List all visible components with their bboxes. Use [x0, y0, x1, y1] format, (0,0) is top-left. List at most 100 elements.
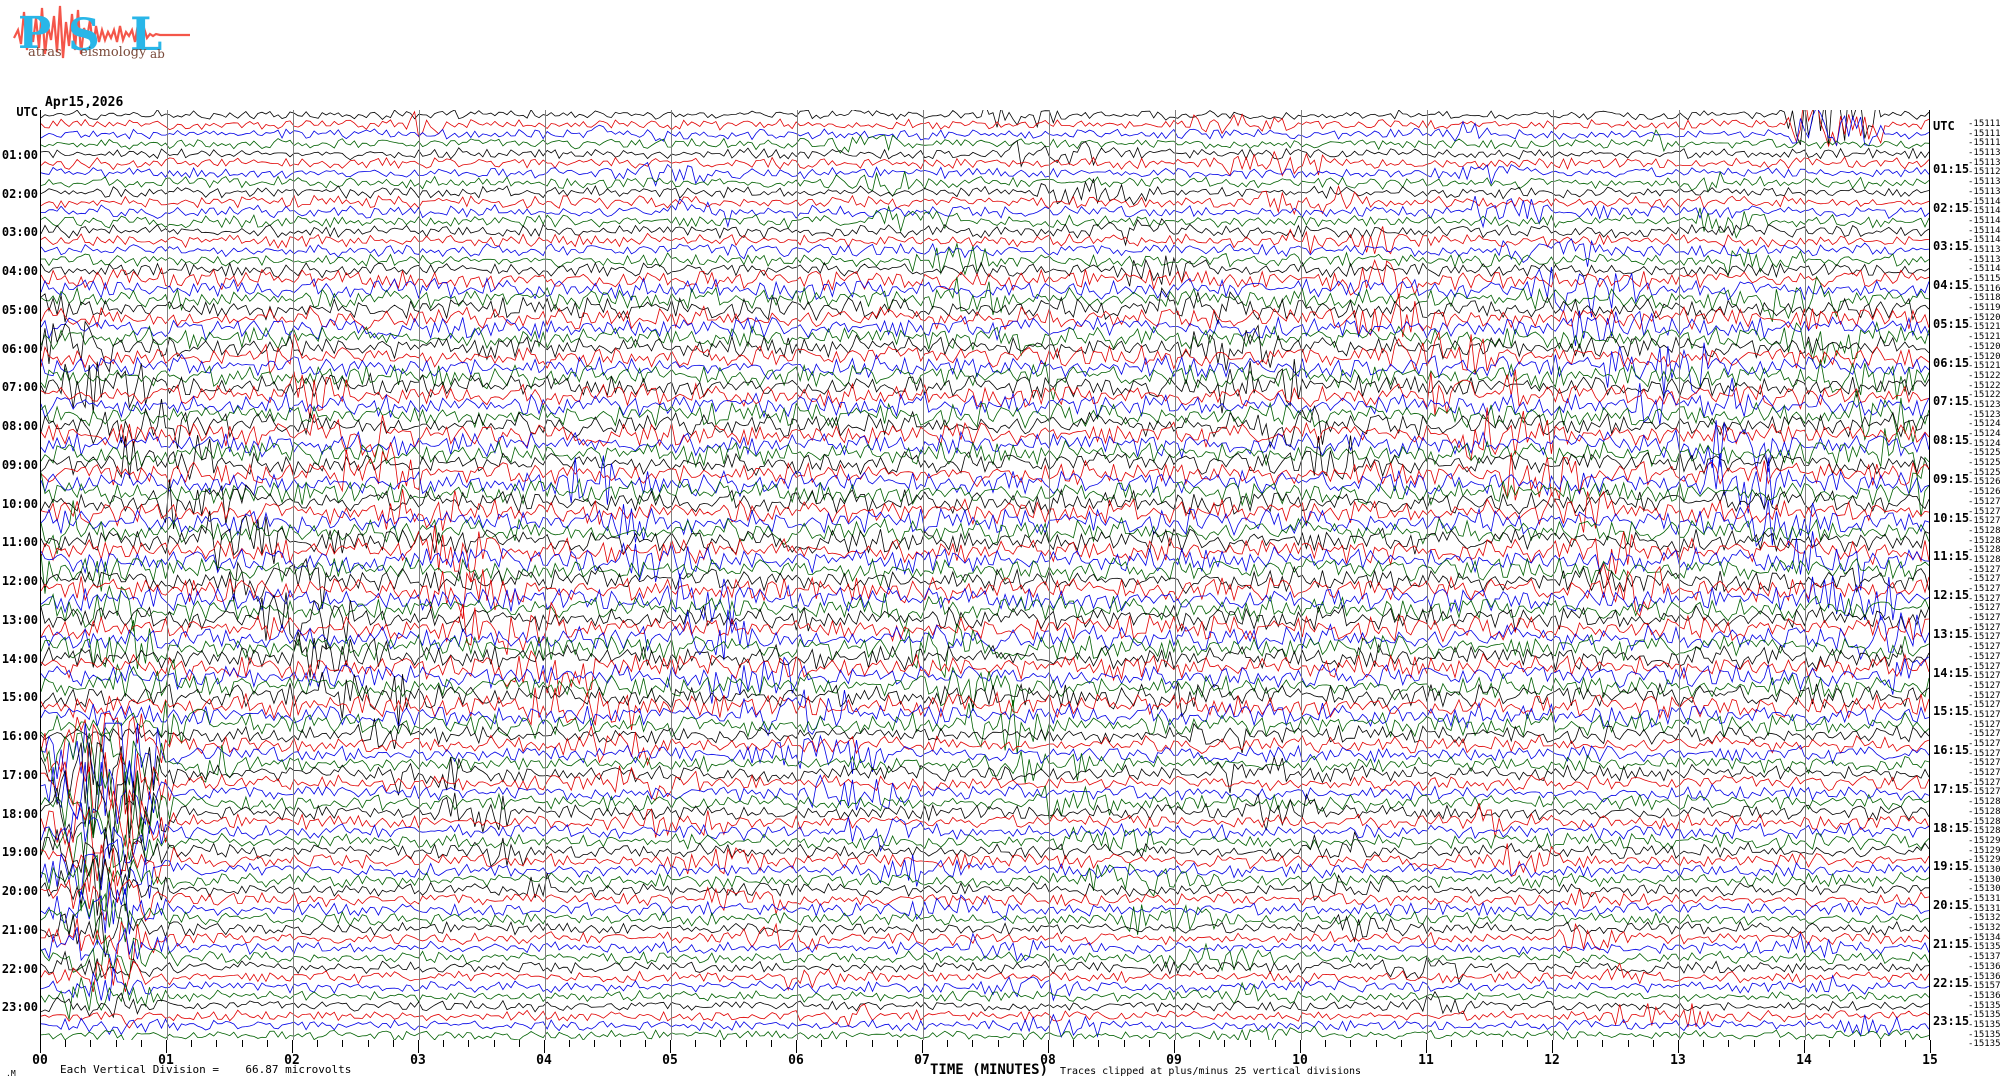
trace-row [41, 903, 1929, 958]
trace-mean-value: -15118 [1968, 293, 2001, 304]
trace-row [41, 918, 1929, 961]
vertical-gridline [1805, 110, 1806, 1040]
trace-row [41, 110, 1929, 148]
trace-mean-value: -15136 [1968, 961, 2001, 972]
trace-mean-value: -15124 [1968, 419, 2001, 430]
trace-row [41, 140, 1929, 168]
trace-row [41, 656, 1929, 704]
trace-mean-value: -15132 [1968, 913, 2001, 924]
axis-left-hour-label: 20:00 [1, 884, 38, 898]
trace-row [41, 178, 1929, 206]
axis-x-tick-label: 14 [1796, 1053, 1812, 1068]
trace-mean-value: -15127 [1968, 709, 2001, 720]
axis-tick-major [922, 1040, 923, 1053]
vertical-gridline [1175, 110, 1176, 1040]
axis-right-hour-label: 02:15 [1933, 200, 1970, 215]
axis-tick-major [1552, 1040, 1553, 1053]
trace-mean-value: -15136 [1968, 990, 2001, 1001]
trace-row [41, 810, 1929, 873]
trace-row [41, 732, 1929, 795]
trace-row [41, 435, 1929, 481]
trace-row [41, 420, 1929, 473]
trace-row [41, 592, 1929, 650]
trace-mean-value: -15127 [1968, 671, 2001, 682]
trace-row [41, 342, 1929, 395]
axis-left-hour-label: 21:00 [1, 922, 38, 937]
axis-tick-minor [594, 1040, 596, 1047]
trace-mean-value: -15121 [1968, 332, 2001, 343]
axis-bottom-ticks [40, 1040, 1931, 1054]
axis-tick-minor [493, 1040, 495, 1047]
vertical-gridline [293, 110, 294, 1040]
trace-mean-value: -15114 [1968, 215, 2001, 226]
axis-right-hour-label: 20:15 [1933, 898, 1970, 912]
trace-row [41, 1013, 1929, 1038]
clip-note: Traces clipped at plus/minus 25 vertical… [1060, 1066, 1362, 1077]
trace-row [41, 442, 1929, 501]
axis-tick-minor [1778, 1040, 1780, 1047]
trace-row [41, 620, 1929, 679]
trace-mean-value: -15136 [1968, 971, 2001, 982]
trace-row [41, 837, 1929, 892]
axis-tick-major [1300, 1040, 1301, 1053]
axis-left-hour-label: 23:00 [1, 1000, 38, 1015]
trace-row [41, 573, 1929, 627]
axis-tick-minor [1098, 1040, 1100, 1047]
trace-mean-value: -15114 [1968, 196, 2001, 207]
axis-tick-minor [770, 1040, 772, 1047]
axis-right-hour-label: 07:15 [1933, 394, 1970, 409]
axis-tick-major [1048, 1040, 1049, 1053]
trace-row [41, 110, 1929, 146]
axis-right-hour-label: 16:15 [1933, 743, 1970, 757]
trace-mean-value: -15128 [1968, 806, 2001, 817]
trace-mean-value: -15132 [1968, 923, 2001, 934]
seismogram-plot[interactable] [40, 110, 1930, 1040]
axis-right-utc: UTC 01:15 02:15 03:15 04:15 05:15 06:15 07:15 08… [1933, 104, 1995, 1054]
trace-mean-value: -15127 [1968, 632, 2001, 643]
trace-mean-value: -15126 [1968, 477, 2001, 488]
axis-x-tick-label: 01 [158, 1053, 174, 1068]
axis-x-tick-label: 06 [788, 1053, 804, 1068]
axis-tick-major [796, 1040, 797, 1053]
axis-left-hour-label: 13:00 [1, 612, 38, 627]
axis-right-hour-label: 05:15 [1933, 316, 1970, 331]
axis-x-tick-label: 15 [1922, 1053, 1938, 1068]
trace-mean-value: -15127 [1968, 748, 2001, 759]
axis-left-hour-label: 17:00 [1, 767, 38, 782]
trace-mean-value: -15127 [1968, 719, 2001, 730]
trace-row [41, 428, 1929, 480]
trace-row [41, 687, 1929, 731]
trace-row [41, 453, 1929, 514]
trace-row [41, 967, 1929, 1002]
vertical-gridline [923, 110, 924, 1040]
axis-tick-minor [1325, 1040, 1327, 1047]
axis-right-hour-label: 15:15 [1933, 704, 1970, 719]
vertical-gridline [797, 110, 798, 1040]
axis-tick-minor [1073, 1040, 1075, 1047]
trace-mean-value: -15128 [1968, 535, 2001, 546]
trace-mean-value: -15111 [1968, 128, 2001, 139]
trace-row [41, 713, 1929, 776]
trace-mean-value: -15124 [1968, 429, 2001, 439]
axis-left-hour-label: 10:00 [1, 496, 38, 511]
trace-row [41, 838, 1929, 899]
axis-tick-minor [140, 1040, 142, 1047]
axis-right-hour-label: 18:15 [1933, 820, 1970, 835]
trace-mean-value: -15129 [1968, 835, 2001, 846]
axis-left-hour-label: 19:00 [1, 845, 38, 860]
trace-mean-value: -15112 [1968, 167, 2001, 178]
trace-row [41, 238, 1929, 267]
trace-mean-value: -15157 [1968, 981, 2001, 992]
trace-row [41, 500, 1929, 547]
trace-mean-value: -15114 [1968, 225, 2001, 236]
trace-mean-value: -15130 [1968, 874, 2001, 885]
axis-right-hour-label: 03:15 [1933, 239, 1970, 254]
axis-tick-minor [115, 1040, 117, 1047]
axis-tick-minor [745, 1040, 747, 1047]
axis-tick-minor [1476, 1040, 1478, 1047]
axis-tick-minor [1501, 1040, 1503, 1047]
trace-mean-value: -15124 [1968, 438, 2001, 449]
logo-waveform [13, 5, 190, 59]
axis-tick-minor [1703, 1040, 1705, 1047]
axis-x-tick-label: 02 [284, 1053, 300, 1068]
